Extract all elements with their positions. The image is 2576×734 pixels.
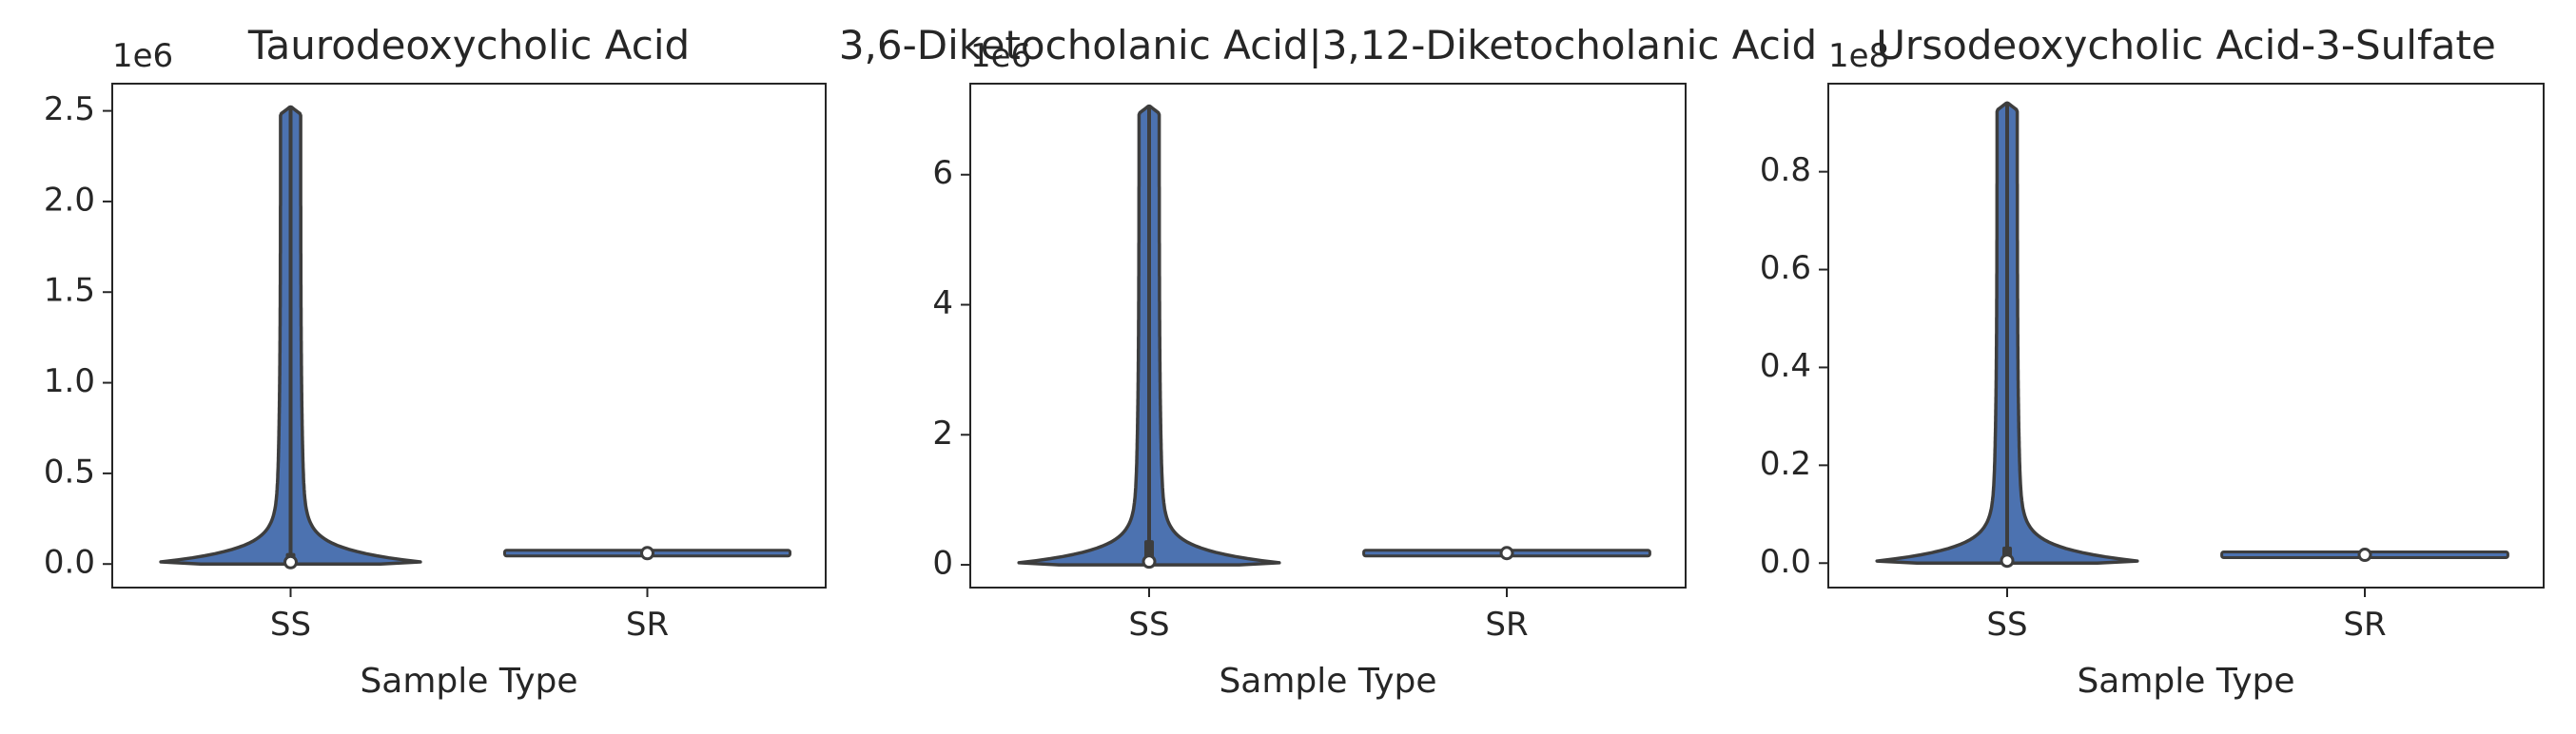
x-tick-label: SS — [1986, 606, 2027, 644]
y-tick-label: 2 — [932, 415, 953, 453]
violin-median-marker — [2357, 548, 2372, 563]
subplot-3: 0.0 0.2 0.4 0.6 0.8 SS SR Sample Type 1e8 — [1760, 37, 2545, 701]
y-tick-label: 2.0 — [44, 181, 95, 219]
y-tick-label: 4 — [932, 284, 953, 322]
x-axis-label: Sample Type — [2077, 662, 2294, 701]
x-axis-label: Sample Type — [1219, 662, 1436, 701]
x-tick-label: SR — [1485, 606, 1528, 644]
axes-frame — [111, 83, 827, 589]
x-axis-label: Sample Type — [360, 662, 577, 701]
violin-median-marker — [1142, 554, 1157, 570]
x-tick-label: SR — [626, 606, 669, 644]
subplot-1: 0.0 0.5 1.0 1.5 2.0 2.5 SS SR Sample Type 1e6 — [44, 37, 827, 701]
y-tick-label: 2.5 — [44, 90, 95, 128]
y-tick-label: 1.5 — [44, 272, 95, 310]
y-tick-label: 0.0 — [1760, 543, 1811, 581]
violin-3-ss — [1875, 101, 2139, 569]
x-tick-label: SR — [2343, 606, 2386, 644]
y-tick-label: 0.2 — [1760, 445, 1811, 483]
subplot-title: Ursodeoxycholic Acid-3-Sulfate — [1876, 22, 2496, 68]
axes-frame — [1827, 83, 2545, 589]
axis-offset-text: 1e8 — [1828, 37, 1889, 75]
subplot-title: 3,6-Diketocholanic Acid|3,12-Diketochola… — [839, 22, 1817, 68]
violin-median-marker — [2000, 553, 2015, 569]
y-tick-label: 0.5 — [44, 453, 95, 491]
axis-offset-text: 1e6 — [970, 37, 1031, 75]
axis-offset-text: 1e6 — [112, 37, 173, 75]
violin-3-sr — [2220, 548, 2509, 563]
axes-frame — [969, 83, 1687, 589]
y-tick-label: 0.8 — [1760, 151, 1811, 189]
y-tick-label: 0 — [932, 545, 953, 583]
violin-1-sr — [503, 546, 791, 561]
y-tick-label: 1.0 — [44, 362, 95, 400]
violin-1-ss — [159, 105, 422, 570]
y-tick-label: 0.6 — [1760, 249, 1811, 287]
subplot-title: Taurodeoxycholic Acid — [247, 22, 690, 68]
x-tick-label: SS — [1128, 606, 1169, 644]
y-tick-label: 0.4 — [1760, 347, 1811, 385]
x-tick-label: SS — [270, 606, 311, 644]
violin-median-marker — [1499, 546, 1514, 561]
subplot-2: 0 2 4 6 SS SR Sample Type 1e6 — [932, 37, 1687, 701]
y-tick-label: 0.0 — [44, 544, 95, 582]
violin-2-ss — [1017, 104, 1281, 570]
violin-2-sr — [1362, 546, 1651, 561]
violin-median-marker — [640, 546, 654, 561]
y-tick-label: 6 — [932, 154, 953, 192]
violin-median-marker — [283, 554, 298, 570]
